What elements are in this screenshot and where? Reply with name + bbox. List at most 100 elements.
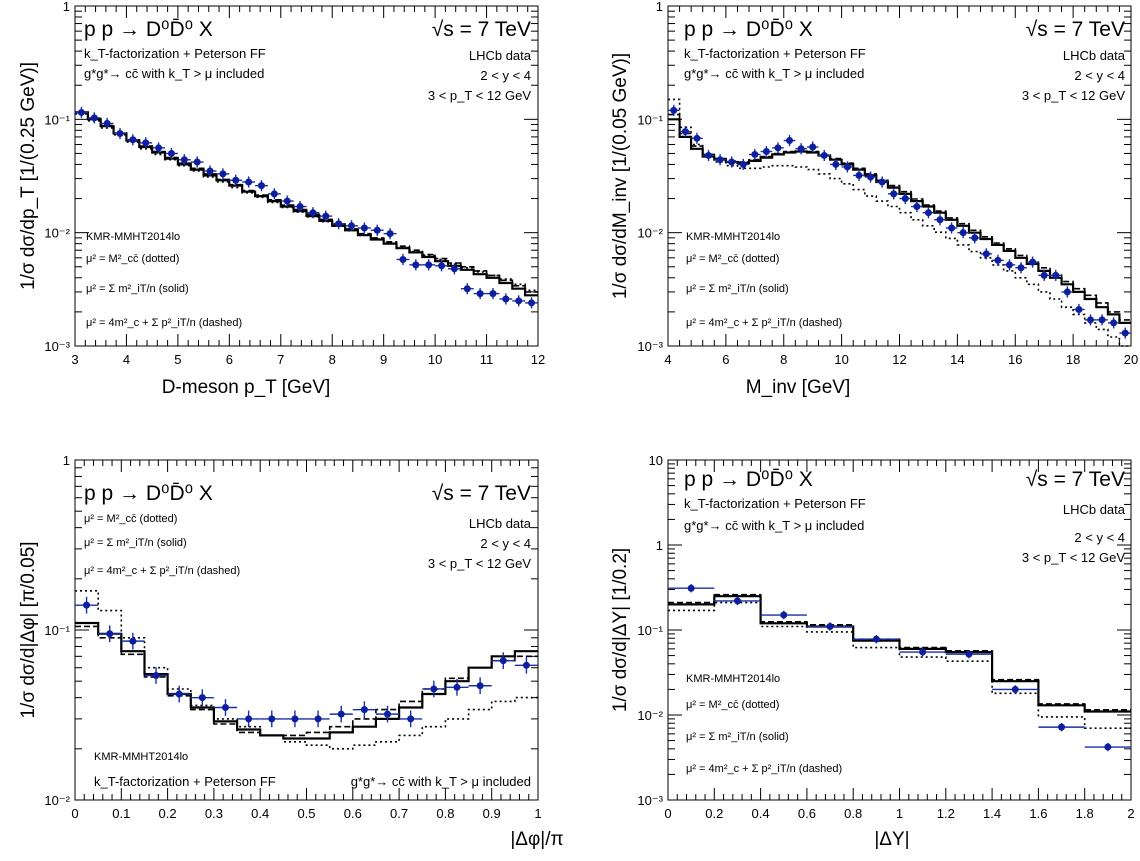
- x-tick-label: 12: [531, 352, 545, 367]
- data-point: [1005, 261, 1013, 269]
- data-point: [245, 715, 253, 723]
- data-point: [1110, 319, 1118, 327]
- model-line1: k_T-factorization + Peterson FF: [684, 496, 866, 511]
- series-solid: [668, 118, 1131, 324]
- x-tick-label: 8: [780, 352, 787, 367]
- scale-dashed-label: μ² = 4m²_c + Σ p²_iT/n (dashed): [84, 565, 240, 577]
- x-tick-label: 16: [1008, 352, 1022, 367]
- model-line2: g*g*→ cc̄ with k_T > μ included: [351, 774, 531, 789]
- data-point: [221, 704, 229, 712]
- model-line1: k_T-factorization + Peterson FF: [84, 46, 266, 61]
- pt-cut-label: 3 < p_T < 12 GeV: [1022, 550, 1125, 565]
- rapidity-cut-label: 2 < y < 4: [480, 68, 531, 83]
- panel-minv: 4 6 8 10 12 14 16 18 20 10⁻³ 10⁻² 10⁻¹ 1 M_inv [GeV] 1…: [610, 0, 1138, 398]
- series-solid: [75, 621, 538, 740]
- model-line1: k_T-factorization + Peterson FF: [684, 46, 866, 61]
- x-tick-label: 0.5: [297, 806, 315, 821]
- series-dashed: [668, 113, 1131, 321]
- data-point: [206, 167, 214, 175]
- scale-dashed-label: μ² = 4m²_c + Σ p²_iT/n (dashed): [86, 317, 242, 329]
- series-dashed: [75, 625, 538, 737]
- data-point: [971, 234, 979, 242]
- data-point: [855, 171, 863, 179]
- x-tick-label: 0.6: [798, 806, 816, 821]
- x-tick-label: 0.8: [436, 806, 454, 821]
- data-point: [489, 290, 497, 298]
- y-tick-label: 10⁻¹: [637, 623, 663, 638]
- rapidity-cut-label: 2 < y < 4: [1074, 68, 1125, 83]
- data-point: [373, 226, 381, 234]
- data-point: [843, 163, 851, 171]
- data-point: [152, 671, 160, 679]
- scale-dotted-label: μ² = M²_cc̄ (dotted): [84, 513, 177, 525]
- data-point: [1058, 723, 1066, 731]
- data-point: [335, 220, 343, 228]
- x-tick-label: 5: [174, 352, 181, 367]
- data-point: [337, 710, 345, 718]
- data-point: [348, 222, 356, 230]
- x-tick-label: 0.8: [844, 806, 862, 821]
- data-point: [826, 622, 834, 630]
- data-point: [116, 129, 124, 137]
- data-point: [175, 690, 183, 698]
- scale-dotted-label: μ² = M²_cc̄ (dotted): [686, 699, 779, 711]
- x-tick-label: 3: [71, 352, 78, 367]
- data-point: [399, 255, 407, 263]
- y-tick-label: 10⁻³: [44, 339, 70, 354]
- data-point: [360, 706, 368, 714]
- x-tick-label: 1.2: [937, 806, 955, 821]
- data-point: [412, 261, 420, 269]
- data-point: [499, 657, 507, 665]
- data-point: [948, 224, 956, 232]
- data-point: [965, 650, 973, 658]
- data-point: [219, 170, 227, 178]
- data-point: [129, 136, 137, 144]
- data-point: [681, 128, 689, 136]
- x-axis-title: |ΔY|: [874, 829, 909, 850]
- energy-label: √s = 7 TeV: [1026, 18, 1125, 41]
- rapidity-cut-label: 2 < y < 4: [1074, 530, 1125, 545]
- rapidity-cut-label: 2 < y < 4: [480, 536, 531, 551]
- data-point: [1086, 316, 1094, 324]
- data-point: [687, 584, 695, 592]
- process-label: p p → D⁰D̄⁰ X: [84, 18, 213, 41]
- pdf-label: KMR-MMHT2014lo: [686, 231, 780, 243]
- series-dashed: [668, 593, 1131, 711]
- data-point: [872, 635, 880, 643]
- data-point: [924, 209, 932, 217]
- data-point: [425, 261, 433, 269]
- scale-solid-label: μ² = Σ m²_iT/n (solid): [84, 537, 187, 549]
- x-tick-label: 1.4: [983, 806, 1001, 821]
- x-tick-label: 0.2: [159, 806, 177, 821]
- y-tick-label: 10⁻¹: [44, 112, 70, 127]
- data-point: [1011, 685, 1019, 693]
- data-point: [142, 139, 150, 147]
- data-legend-label: LHCb data: [1063, 502, 1126, 517]
- data-point: [867, 173, 875, 181]
- y-tick-label: 10: [649, 453, 663, 468]
- data-point: [1063, 288, 1071, 296]
- x-tick-label: 0: [664, 806, 671, 821]
- data-legend-label: LHCb data: [469, 516, 532, 531]
- x-tick-label: 10: [428, 352, 442, 367]
- x-axis-title: D-meson p_T [GeV]: [162, 377, 331, 398]
- data-point: [1075, 305, 1083, 313]
- x-tick-label: 2: [1127, 806, 1134, 821]
- model-line2: g*g*→ cc̄ with k_T > μ included: [84, 66, 264, 81]
- data-point: [982, 250, 990, 258]
- pt-cut-label: 3 < p_T < 12 GeV: [1022, 88, 1125, 103]
- data-point: [270, 190, 278, 198]
- data-point: [670, 106, 678, 114]
- data-point: [959, 229, 967, 237]
- data-point: [762, 148, 770, 156]
- y-tick-label: 10⁻²: [637, 708, 663, 723]
- data-point: [733, 597, 741, 605]
- data-point: [693, 134, 701, 142]
- data-point: [522, 661, 530, 669]
- x-tick-label: 0: [71, 806, 78, 821]
- data-point: [180, 156, 188, 164]
- y-tick-label: 1: [656, 538, 663, 553]
- data-point: [476, 290, 484, 298]
- data-point: [502, 295, 510, 303]
- y-tick-label: 1: [63, 453, 70, 468]
